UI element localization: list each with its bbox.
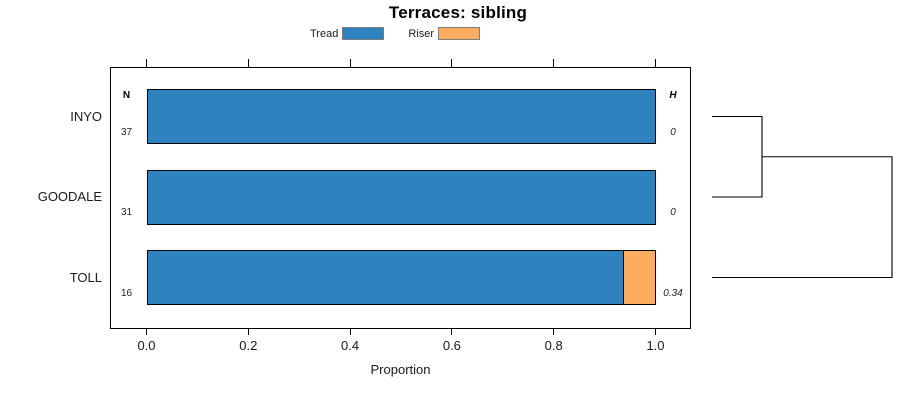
tread-swatch <box>342 27 385 40</box>
n-column-header: N <box>122 90 131 101</box>
riser-swatch <box>438 27 480 40</box>
axis-tick-label: 0.2 <box>239 338 258 353</box>
tread-segment <box>147 170 655 224</box>
h-value: 0 <box>670 126 676 138</box>
axis-tick-top <box>451 59 453 67</box>
dendrogram-link-cluster-toll <box>712 156 893 279</box>
axis-tick-top <box>655 59 656 67</box>
n-value: 31 <box>120 207 133 218</box>
plot-area <box>110 67 691 329</box>
legend-item-tread: Tread <box>310 27 385 40</box>
axis-tick-top <box>247 59 249 67</box>
tread-segment <box>147 90 655 143</box>
legend-item-riser: Riser <box>408 27 480 40</box>
h-value: 0.34 <box>663 287 683 299</box>
legend-label-riser: Riser <box>408 27 434 40</box>
n-value: 37 <box>120 126 133 138</box>
x-axis-label: Proportion <box>370 362 431 377</box>
axis-tick-bottom <box>553 329 555 335</box>
h-value: 0 <box>670 207 676 218</box>
category-label: TOLL <box>69 269 102 285</box>
bar-goodale <box>146 169 656 225</box>
category-label: INYO <box>70 108 102 124</box>
bar-inyo <box>146 89 656 144</box>
category-label: GOODALE <box>37 189 102 204</box>
axis-tick-bottom <box>247 329 249 335</box>
axis-tick-top <box>553 59 555 67</box>
axis-tick-bottom <box>655 329 656 335</box>
riser-segment <box>622 251 655 304</box>
axis-tick-top <box>349 59 351 67</box>
axis-tick-label: 0.4 <box>341 338 360 353</box>
bar-toll <box>146 250 656 305</box>
chart-title: Terraces: sibling <box>388 3 528 22</box>
h-column-header: H <box>669 90 677 101</box>
legend-label-tread: Tread <box>310 27 339 40</box>
axis-tick-bottom <box>451 329 453 335</box>
legend: Tread Riser <box>310 27 480 40</box>
axis-tick-bottom <box>146 329 147 335</box>
axis-tick-bottom <box>349 329 351 335</box>
axis-tick-label: 0.0 <box>137 338 156 353</box>
axis-tick-top <box>146 59 147 67</box>
axis-tick-label: 1.0 <box>646 338 665 353</box>
n-value: 16 <box>120 287 133 299</box>
axis-tick-label: 0.6 <box>442 338 461 353</box>
axis-tick-label: 0.8 <box>544 338 563 353</box>
tread-segment <box>147 251 623 304</box>
dendrogram-link-inyo-goodale <box>712 115 763 198</box>
